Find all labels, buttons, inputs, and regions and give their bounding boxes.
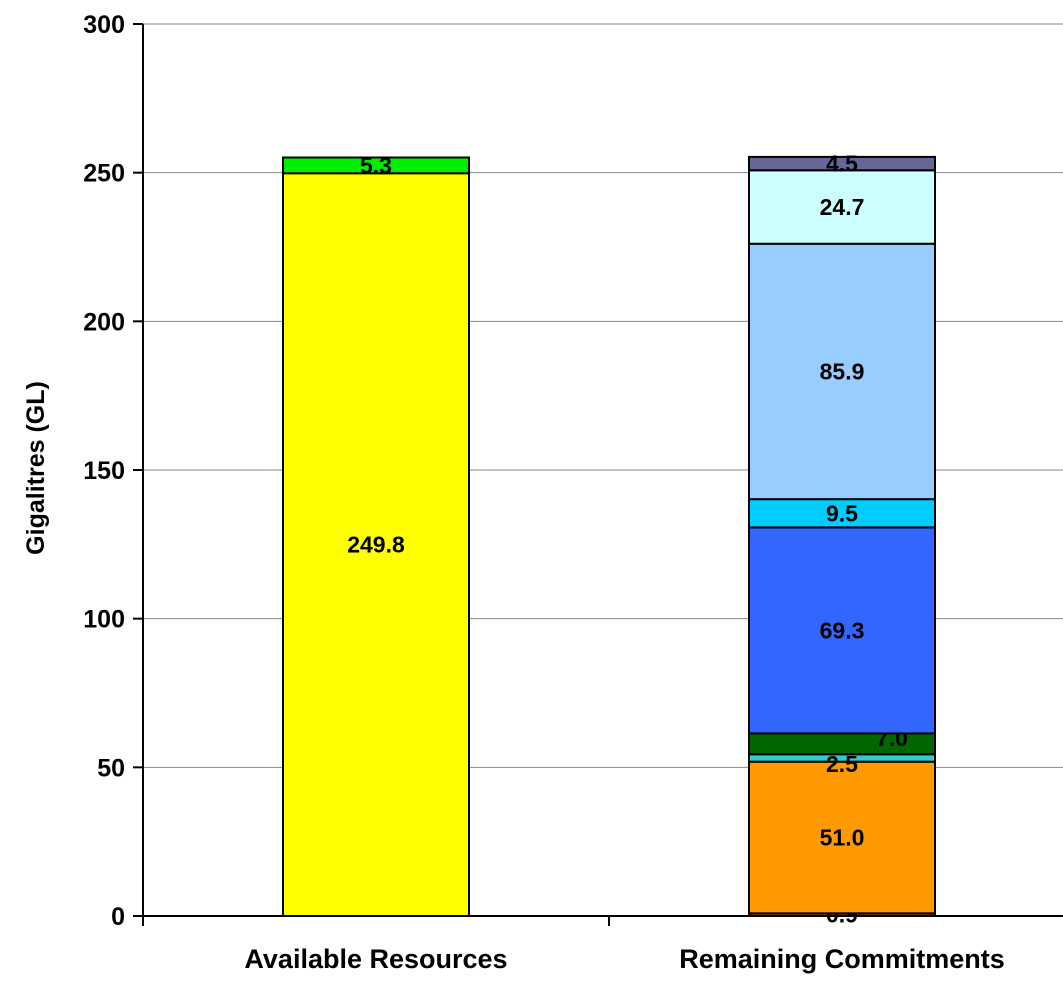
category-labels: Available Resources Remaining Commitments: [244, 944, 1004, 974]
x-category-label: Remaining Commitments: [679, 944, 1005, 974]
y-tick-label: 150: [83, 457, 125, 485]
y-tick-label: 200: [83, 308, 125, 336]
data-label: 249.8: [347, 532, 405, 558]
bar-segment: [748, 526, 936, 735]
bar-segment: [748, 169, 936, 245]
bar-segment: [748, 155, 936, 172]
data-label: 5.3: [360, 152, 392, 178]
data-label: 51.0: [820, 825, 865, 851]
x-category-label: Available Resources: [244, 944, 507, 974]
y-tick-label: 300: [83, 11, 125, 39]
y-tick-label: 0: [111, 903, 125, 931]
data-label: 9.5: [826, 500, 858, 526]
y-tick-labels: 0 50 100 150 200 250 300: [83, 11, 125, 931]
data-label: 4.5: [826, 151, 858, 177]
axes: [133, 23, 1063, 926]
data-label: 69.3: [820, 617, 865, 643]
y-tick-label: 50: [97, 754, 125, 782]
data-label: 85.9: [820, 358, 865, 384]
y-tick-label: 250: [83, 160, 125, 188]
y-tick-label: 100: [83, 606, 125, 634]
bar-segment: [748, 498, 936, 529]
bar-segment: [282, 156, 470, 175]
data-label: 24.7: [820, 194, 865, 220]
y-axis-label: Gigalitres (GL): [22, 381, 50, 555]
bar-segment: [748, 242, 936, 501]
data-label: 2.5: [826, 751, 858, 777]
bar-stacks: 249.85.30.951.02.57.069.39.585.924.74.5: [282, 151, 936, 928]
